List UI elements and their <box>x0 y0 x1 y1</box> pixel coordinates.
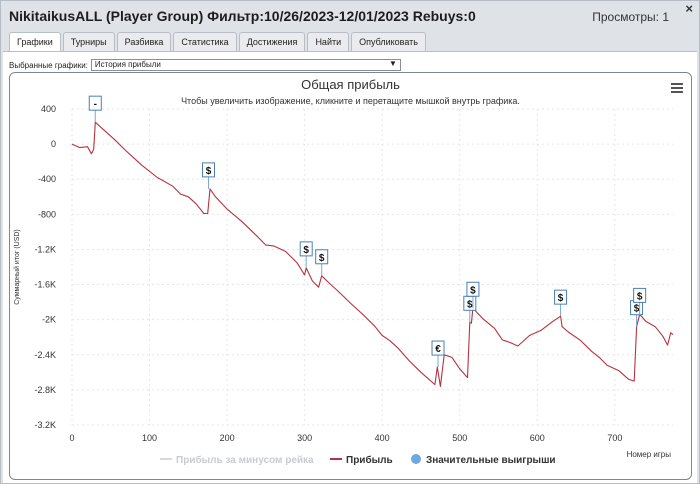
window-title: NikitaikusALL (Player Group) Фильтр:10/2… <box>9 8 476 24</box>
y-tick-label: -1.2K <box>34 244 56 254</box>
x-tick-label: 200 <box>220 433 235 443</box>
win-flag-symbol: $ <box>558 293 564 304</box>
x-tick-label: 400 <box>375 433 390 443</box>
x-tick-label: 600 <box>530 433 545 443</box>
x-axis-label: Номер игры <box>627 450 672 459</box>
tab-bar: Графики Турниры Разбивка Статистика Дост… <box>9 32 426 51</box>
win-flag-symbol: $ <box>467 299 473 310</box>
tab-find[interactable]: Найти <box>307 32 350 51</box>
y-tick-label: 400 <box>41 104 56 114</box>
chart-title: Общая прибыль <box>301 77 400 92</box>
chart-selector-label: Выбранные графики: <box>9 60 88 70</box>
x-tick-label: 100 <box>142 433 157 443</box>
y-tick-label: -400 <box>38 174 56 184</box>
legend-label: Прибыль за минусом рейка <box>176 454 314 466</box>
y-tick-label: -3.2K <box>34 420 56 430</box>
legend-label: Прибыль <box>346 454 393 466</box>
win-flag <box>201 162 215 178</box>
win-flag-symbol: $ <box>637 291 643 302</box>
y-axis-label: Суммарный итог (USD) <box>13 229 21 305</box>
win-flag-symbol: € <box>435 344 441 355</box>
legend-swatch <box>411 454 421 464</box>
tab-breakdown[interactable]: Разбивка <box>116 32 172 51</box>
chart-plot[interactable]: 4000-400-800-1.2K-1.6K-2K-2.4K-2.8K-3.2K… <box>10 73 692 480</box>
win-flag <box>466 281 480 297</box>
tab-publish[interactable]: Опубликовать <box>351 32 426 51</box>
win-flag-symbol: $ <box>634 304 640 315</box>
win-flag <box>554 289 568 305</box>
tab-tournaments[interactable]: Турниры <box>62 32 115 51</box>
y-tick-label: -1.6K <box>34 280 56 290</box>
tab-charts[interactable]: Графики <box>9 32 61 51</box>
close-icon[interactable]: × <box>685 1 693 16</box>
win-flag-symbol: $ <box>303 245 309 256</box>
legend-label: Значительные выигрыши <box>426 455 556 466</box>
x-tick-label: 0 <box>69 433 74 443</box>
y-tick-label: -800 <box>38 209 56 219</box>
x-tick-label: 300 <box>297 433 312 443</box>
window-titlebar: NikitaikusALL (Player Group) Фильтр:10/2… <box>1 1 699 31</box>
y-tick-label: -2.8K <box>34 385 56 395</box>
views-counter: Просмотры: 1 <box>592 10 669 24</box>
y-tick-label: 0 <box>51 139 56 149</box>
hamburger-menu-icon[interactable] <box>671 83 683 94</box>
chart-selector-dropdown[interactable]: История прибыли ▼ <box>90 59 401 71</box>
y-tick-label: -2.4K <box>34 350 56 360</box>
y-tick-label: -2K <box>42 315 56 325</box>
chevron-down-icon: ▼ <box>388 59 397 68</box>
win-flag <box>431 340 445 356</box>
profit-chart[interactable]: Общая прибыль Чтобы увеличить изображени… <box>9 72 692 480</box>
win-flag-symbol: - <box>94 99 97 110</box>
x-tick-label: 700 <box>607 433 622 443</box>
chart-subtitle: Чтобы увеличить изображение, кликните и … <box>181 96 520 106</box>
win-flag-symbol: $ <box>319 253 325 264</box>
charts-panel: Выбранные графики: История прибыли ▼ Общ… <box>3 51 697 483</box>
win-flag <box>88 95 102 111</box>
tab-statistics[interactable]: Статистика <box>173 32 237 51</box>
win-flag <box>633 287 647 303</box>
chart-selector-row: Выбранные графики: История прибыли ▼ <box>9 59 401 71</box>
win-flag <box>299 241 313 257</box>
chart-selector-value: История прибыли <box>94 60 161 69</box>
win-flag-symbol: $ <box>470 285 476 296</box>
win-flag <box>315 249 329 265</box>
tab-achievements[interactable]: Достижения <box>238 32 306 51</box>
x-tick-label: 500 <box>452 433 467 443</box>
win-flag-symbol: $ <box>206 166 212 177</box>
series-line-0 <box>71 121 674 387</box>
